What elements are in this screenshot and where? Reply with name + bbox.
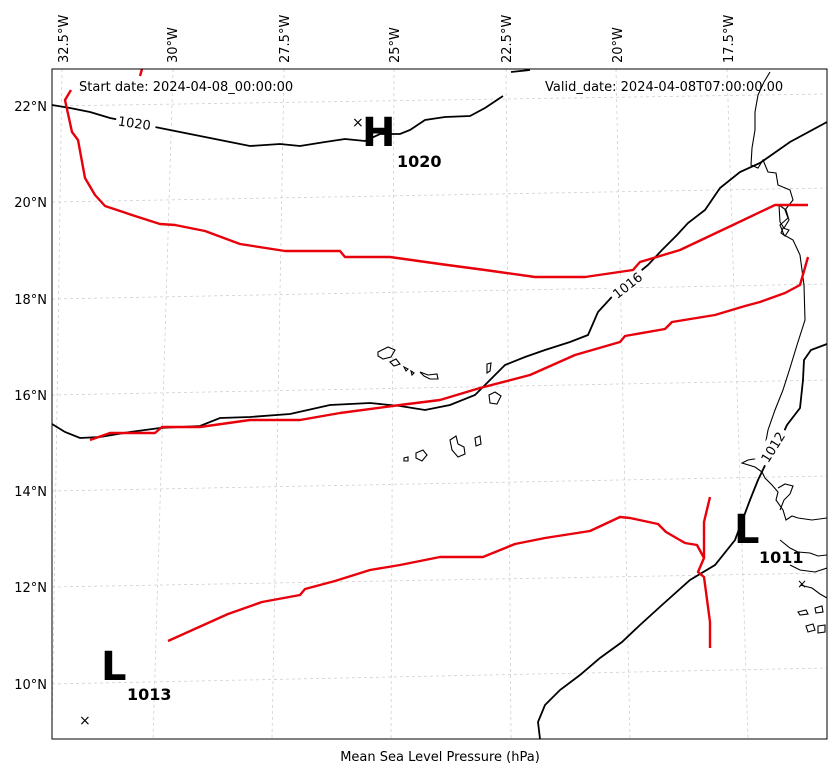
parallel-14n: [52, 475, 827, 492]
island-sao-nicolau: [419, 371, 439, 380]
lon-tick-27-5w: 27.5°W: [278, 15, 293, 63]
meridian-20w: [615, 69, 631, 739]
island-santiago: [449, 435, 466, 458]
meridian-32-5w: [52, 69, 63, 739]
front-southern: [167, 515, 712, 648]
cape-verde-peninsula: [777, 483, 794, 511]
meridian-30w: [152, 69, 174, 739]
parallel-22n: [52, 93, 827, 107]
parallel-16n: [52, 379, 827, 396]
lat-tick-12n: 12°N: [14, 581, 47, 596]
island-maio: [474, 435, 482, 447]
pressure-centers: × H 1020 L 1011 × L 1013 ×: [79, 110, 807, 729]
fronts: [63, 69, 810, 648]
lat-tick-10n: 10°N: [14, 678, 47, 693]
low-center-marker-east: ×: [797, 577, 807, 591]
low-pressure-symbol-west: L: [101, 644, 127, 690]
map-frame: [51, 68, 828, 740]
parallel-12n: [52, 572, 827, 588]
parallel-20n: [52, 187, 827, 203]
island-santa-luzia: [402, 365, 415, 377]
map-xlabel: Mean Sea Level Pressure (hPa): [340, 750, 540, 765]
coastlines: [377, 71, 827, 634]
island-fogo: [415, 449, 428, 462]
low-pressure-symbol-east: L: [734, 507, 760, 553]
start-date-label: Start date: 2024-04-08_00:00:00: [79, 80, 293, 95]
island-brava: [403, 456, 409, 462]
longitude-ticks: 32.5°W 30°W 27.5°W 25°W 22.5°W 20°W 17.5…: [57, 15, 737, 63]
lat-tick-16n: 16°N: [14, 389, 47, 404]
front-northern: [63, 69, 808, 279]
front-southern-branch: [702, 496, 712, 558]
lon-tick-20w: 20°W: [611, 27, 626, 63]
meridian-17-5w: [726, 69, 749, 739]
meridian-27-5w: [271, 69, 285, 739]
valid-date-label: Valid_date: 2024-04-08T07:00:00.00: [545, 80, 783, 95]
lat-tick-18n: 18°N: [14, 293, 47, 308]
island-sao-vicente: [389, 358, 401, 367]
island-santo-antao: [377, 346, 396, 360]
low-center-marker-west: ×: [79, 713, 91, 729]
isobar-1012: [537, 343, 827, 739]
isobar-labels: 1020 1016 1012: [115, 111, 790, 468]
island-boa-vista: [488, 391, 502, 405]
meridian-22-5w: [505, 69, 512, 739]
isobar-1020-upper: [510, 69, 531, 73]
high-center-marker: ×: [352, 115, 364, 131]
bissagos-islands: [797, 605, 826, 634]
lon-tick-30w: 30°W: [166, 27, 181, 63]
low-pressure-value-west: 1013: [127, 685, 172, 704]
graticule: [52, 69, 827, 739]
high-pressure-value: 1020: [397, 152, 442, 171]
parallel-10n: [52, 667, 827, 685]
lat-tick-14n: 14°N: [14, 485, 47, 500]
africa-coast: [740, 71, 827, 521]
meridian-25w: [390, 69, 395, 739]
lat-tick-20n: 20°N: [14, 196, 47, 211]
isobar-label-1020: 1020: [117, 115, 152, 134]
latitude-ticks: 22°N 20°N 18°N 16°N 14°N 12°N 10°N: [14, 100, 47, 693]
island-sal: [486, 362, 492, 375]
guinea-bissau-coast: [779, 539, 827, 599]
parallel-18n: [52, 283, 827, 300]
low-pressure-value-east: 1011: [759, 548, 804, 567]
lon-tick-25w: 25°W: [388, 27, 403, 63]
lat-tick-22n: 22°N: [14, 100, 47, 115]
lon-tick-32-5w: 32.5°W: [57, 15, 72, 63]
gorée-coast: [778, 203, 790, 237]
high-pressure-symbol: H: [362, 110, 395, 156]
front-middle: [89, 256, 810, 442]
lon-tick-22-5w: 22.5°W: [500, 15, 515, 63]
lon-tick-17-5w: 17.5°W: [722, 15, 737, 63]
